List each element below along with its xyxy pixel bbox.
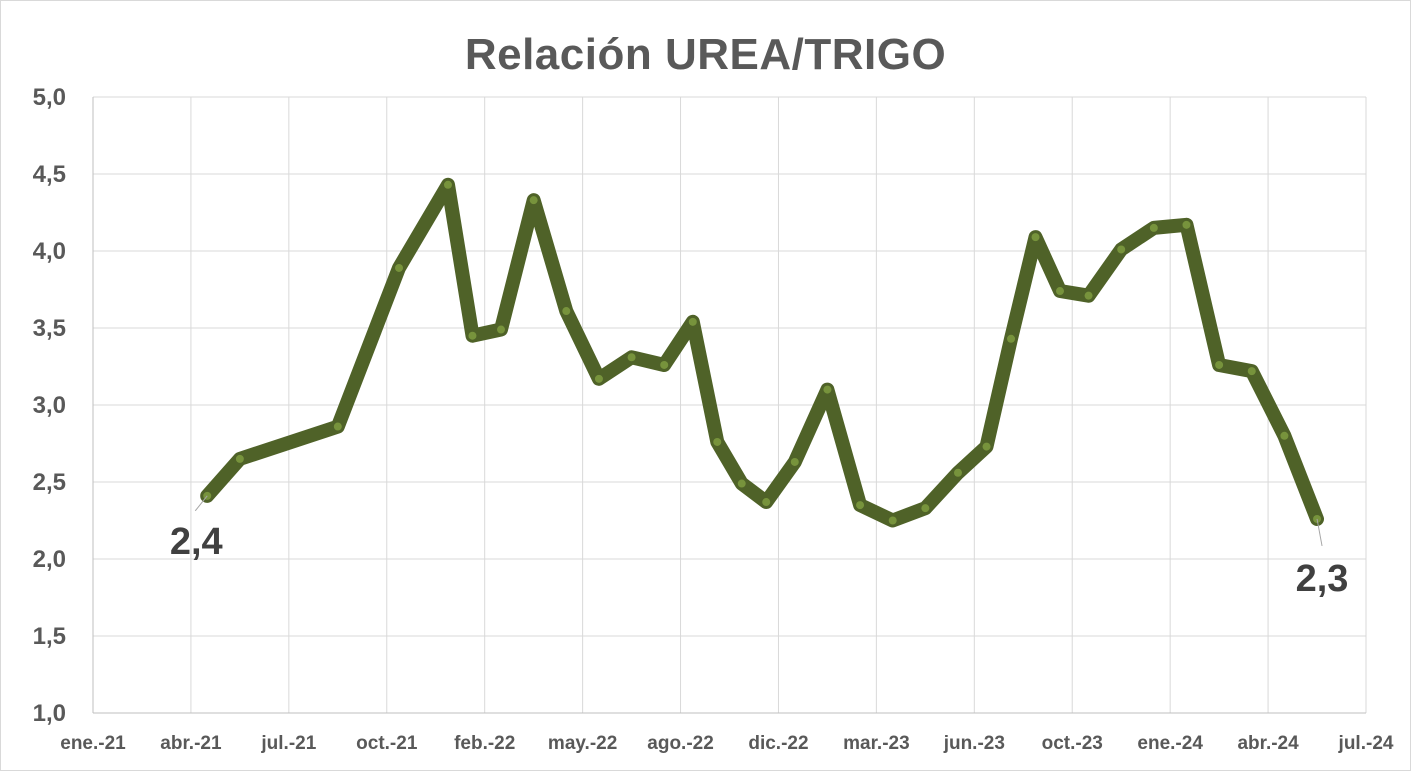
data-label: 2,3: [1296, 558, 1349, 600]
data-point: [1215, 360, 1224, 369]
data-point: [888, 516, 897, 525]
data-point: [1031, 233, 1040, 242]
data-point: [823, 385, 832, 394]
data-point: [856, 501, 865, 510]
data-point: [235, 454, 244, 463]
data-point: [562, 307, 571, 316]
y-tick-label: 2,0: [33, 546, 66, 573]
x-tick-label: abr.-24: [1237, 733, 1299, 754]
data-point: [1117, 245, 1126, 254]
x-tick-label: ene.-21: [60, 733, 126, 754]
data-point: [1084, 291, 1093, 300]
data-point: [762, 498, 771, 507]
y-tick-label: 2,5: [33, 469, 66, 496]
data-point: [1007, 334, 1016, 343]
x-tick-label: feb.-22: [454, 733, 515, 754]
x-tick-label: mar.-23: [843, 733, 910, 754]
data-point: [921, 504, 930, 513]
x-tick-label: jun.-23: [943, 733, 1005, 754]
leader-line: [194, 495, 208, 512]
data-point: [1182, 220, 1191, 229]
y-axis-ticks: 1,0 1,5 2,0 2,5 3,0 3,5 4,0 4,5 5,0: [33, 84, 66, 727]
data-label: 2,4: [170, 521, 223, 563]
data-point: [594, 374, 603, 383]
data-point: [713, 437, 722, 446]
y-tick-label: 1,5: [33, 623, 66, 650]
y-tick-label: 5,0: [33, 84, 66, 111]
data-point: [982, 442, 991, 451]
x-tick-label: may.-22: [548, 733, 617, 754]
data-point: [688, 317, 697, 326]
data-point: [1247, 367, 1256, 376]
chart-title: Relación UREA/TRIGO: [464, 30, 947, 79]
x-tick-label: jul.-21: [260, 733, 316, 754]
y-tick-label: 3,5: [33, 315, 66, 342]
data-point: [468, 331, 477, 340]
x-tick-label: jul.-24: [1338, 733, 1394, 754]
leader-line: [1316, 518, 1323, 547]
x-tick-label: dic.-22: [748, 733, 808, 754]
data-point: [333, 422, 342, 431]
data-point: [953, 468, 962, 477]
y-tick-label: 1,0: [33, 700, 66, 727]
data-point: [627, 353, 636, 362]
y-tick-label: 4,0: [33, 238, 66, 265]
data-point: [529, 196, 538, 205]
x-axis-ticks: ene.-21 abr.-21 jul.-21 oct.-21 feb.-22 may.-…: [60, 733, 1394, 754]
y-tick-label: 4,5: [33, 161, 66, 188]
data-point: [1055, 287, 1064, 296]
x-tick-label: ago.-22: [647, 733, 714, 754]
data-labels: 2,4 2,3: [170, 495, 1349, 600]
data-point: [1280, 431, 1289, 440]
gridlines: [93, 96, 1367, 713]
data-point: [737, 479, 746, 488]
data-point: [443, 180, 452, 189]
data-point: [497, 325, 506, 334]
data-point: [790, 457, 799, 466]
series-urea-trigo: [200, 177, 1324, 528]
data-point: [660, 360, 669, 369]
y-tick-label: 3,0: [33, 392, 66, 419]
x-tick-label: ene.-24: [1137, 733, 1203, 754]
data-point: [395, 263, 404, 272]
axes: [92, 97, 1366, 714]
series-line: [200, 177, 1324, 528]
data-point: [1149, 223, 1158, 232]
x-tick-label: oct.-21: [356, 733, 418, 754]
x-tick-label: oct.-23: [1042, 733, 1103, 754]
x-tick-label: abr.-21: [160, 733, 222, 754]
